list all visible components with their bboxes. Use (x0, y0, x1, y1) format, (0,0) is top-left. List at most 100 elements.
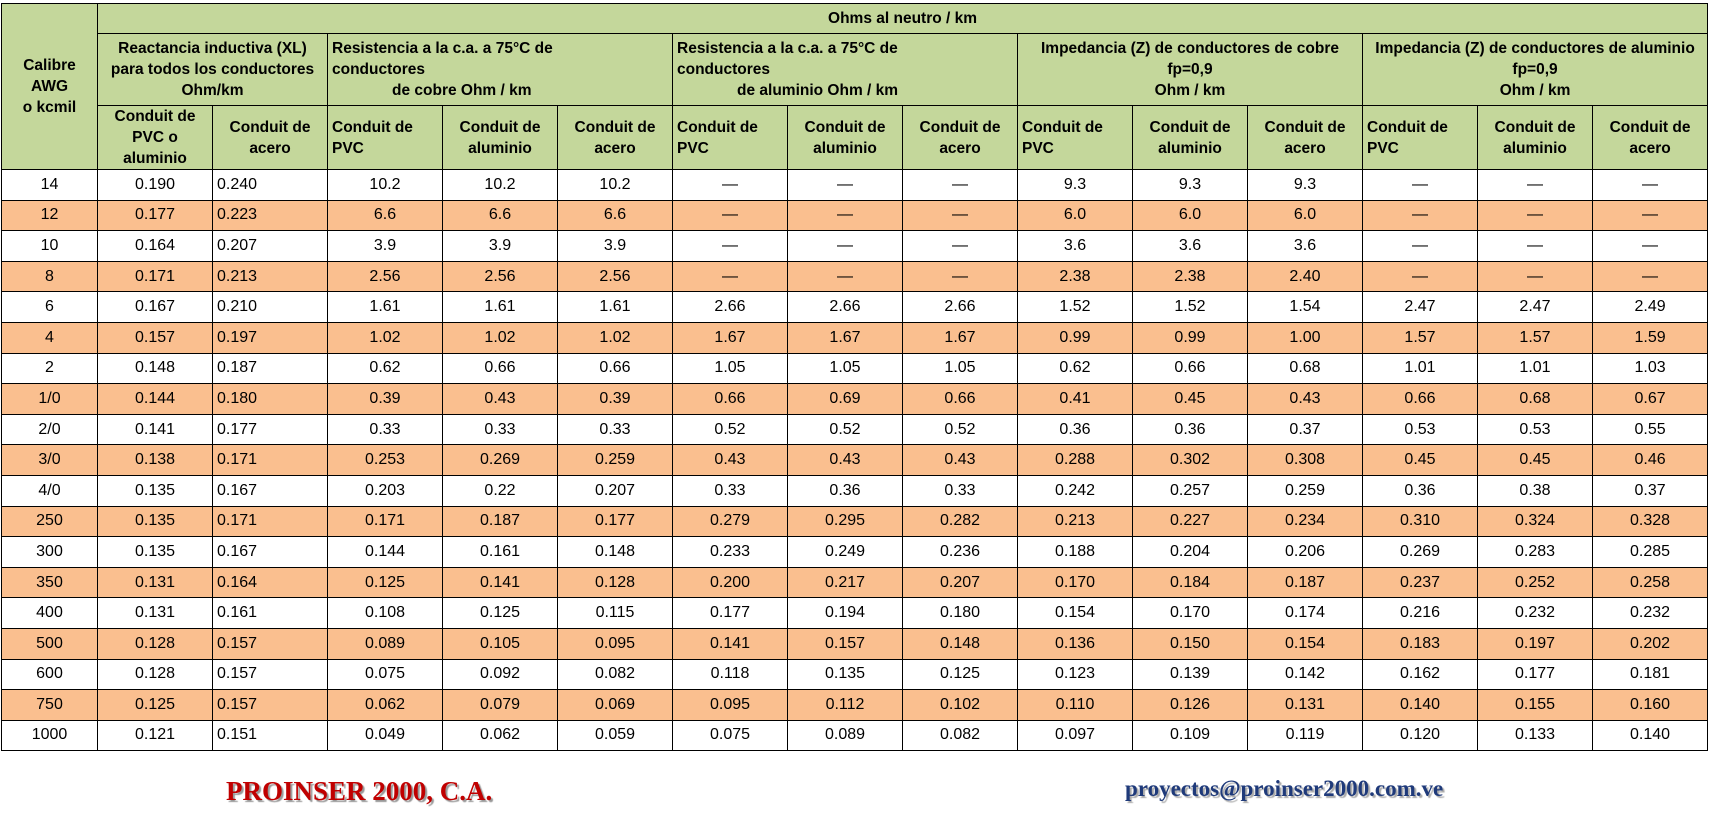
value-cell: 0.075 (327, 658, 443, 691)
value-cell: 0.302 (1132, 444, 1248, 476)
value-cell: 0.148 (902, 627, 1018, 660)
header-line: acero (939, 139, 981, 157)
value-cell: — (1362, 169, 1478, 201)
value-cell: 0.188 (1017, 536, 1133, 568)
table-row: 750 0.125 0.157 0.062 0.079 0.069 0.095 0.112 0.… (1, 689, 1709, 721)
value-cell: 0.33 (442, 413, 558, 446)
value-cell: 3.6 (1132, 230, 1248, 262)
value-cell: 0.095 (557, 627, 673, 660)
header-line: Impedancia (Z) de conductores de cobre (1040, 40, 1339, 57)
value-cell: 0.66 (672, 383, 788, 415)
value-cell: 1.61 (327, 291, 443, 323)
value-cell: 1.01 (1477, 352, 1593, 385)
value-cell: 0.233 (672, 536, 788, 568)
table-row: 1/0 0.144 0.180 0.39 0.43 0.39 0.66 0.69 0.66 0.4… (1, 383, 1709, 415)
table-row: 4 0.157 0.197 1.02 1.02 1.02 1.67 1.67 1.67 0.99 0… (1, 321, 1709, 354)
gauge-cell: 500 (1, 627, 98, 660)
value-cell: 0.68 (1477, 383, 1593, 415)
value-cell: 1.57 (1362, 321, 1478, 354)
value-cell: 0.310 (1362, 505, 1478, 538)
column-header: Conduit de aluminio (1132, 105, 1248, 170)
value-cell: 0.059 (557, 719, 673, 752)
value-cell: 3.9 (442, 230, 558, 262)
value-cell: 0.328 (1591, 505, 1709, 538)
column-header: Conduit de PVC (1362, 105, 1478, 170)
value-cell: 0.167 (212, 536, 328, 568)
value-cell: 0.210 (212, 291, 328, 323)
gauge-cell: 10 (1, 230, 98, 262)
value-cell: 0.154 (1017, 597, 1133, 629)
header-line: o kcmil (22, 99, 77, 116)
value-cell: 0.62 (327, 352, 443, 385)
value-cell: 0.38 (1477, 474, 1593, 507)
table-row: 250 0.135 0.171 0.171 0.187 0.177 0.279 0.295 0.… (1, 505, 1709, 538)
value-cell: 0.197 (212, 321, 328, 354)
value-cell: 0.216 (1362, 597, 1478, 629)
header-line: acero (249, 139, 291, 157)
table-row: Calibre AWG o kcmil Ohms al neutro / km (1, 3, 1709, 170)
header-line: AWG (30, 78, 69, 95)
value-cell: 6.6 (327, 199, 443, 232)
value-cell: 0.203 (327, 474, 443, 507)
value-cell: 9.3 (1247, 169, 1363, 201)
value-cell: 0.177 (212, 413, 328, 446)
value-cell: 0.282 (902, 505, 1018, 538)
value-cell: 0.171 (97, 260, 213, 293)
value-cell: 0.155 (1477, 689, 1593, 721)
value-cell: 0.139 (1132, 658, 1248, 691)
value-cell: — (1591, 169, 1709, 201)
column-header: Conduit de PVC (327, 105, 443, 170)
value-cell: 1.52 (1132, 291, 1248, 323)
value-cell: 0.170 (1132, 597, 1248, 629)
header-line: Resistencia a la c.a. a 75°C de (332, 40, 553, 57)
value-cell: 1.03 (1591, 352, 1709, 385)
value-cell: 0.150 (1132, 627, 1248, 660)
value-cell: 0.062 (442, 719, 558, 752)
gauge-cell: 8 (1, 260, 98, 293)
table-row: 3/0 0.138 0.171 0.253 0.269 0.259 0.43 0.43 0.43… (1, 444, 1709, 476)
column-header: Conduit de acero (902, 105, 1018, 170)
value-cell: — (672, 169, 788, 201)
table-row: 500 0.128 0.157 0.089 0.105 0.095 0.141 0.157 0.… (1, 627, 1709, 660)
header-line: acero (594, 139, 636, 157)
value-cell: 2.47 (1362, 291, 1478, 323)
value-cell: — (902, 199, 1018, 232)
value-cell: 1.02 (557, 321, 673, 354)
gauge-cell: 350 (1, 566, 98, 599)
header-line: Conduit de (114, 108, 196, 125)
value-cell: 0.232 (1591, 597, 1709, 629)
gauge-cell: 12 (1, 199, 98, 232)
value-cell: 0.285 (1591, 536, 1709, 568)
value-cell: 0.204 (1132, 536, 1248, 568)
value-cell: 1.67 (787, 321, 903, 354)
header-line: PVC (1022, 139, 1054, 157)
value-cell: 0.144 (97, 383, 213, 415)
value-cell: 0.99 (1132, 321, 1248, 354)
value-cell: 0.133 (1477, 719, 1593, 752)
value-cell: 0.41 (1017, 383, 1133, 415)
value-cell: 3.9 (327, 230, 443, 262)
value-cell: 6.6 (557, 199, 673, 232)
gauge-cell: 1000 (1, 719, 98, 752)
super-header: Ohms al neutro / km (96, 3, 1709, 34)
value-cell: 0.128 (557, 566, 673, 599)
value-cell: 0.170 (1017, 566, 1133, 599)
header-line: conductores (332, 61, 426, 78)
value-cell: 0.43 (442, 383, 558, 415)
value-cell: 0.177 (672, 597, 788, 629)
header-line: PVC o (132, 129, 178, 146)
table-row: 6 0.167 0.210 1.61 1.61 1.61 2.66 2.66 2.66 1.52 1… (1, 291, 1709, 323)
value-cell: 2.56 (442, 260, 558, 293)
value-cell: — (1591, 230, 1709, 262)
value-cell: 0.253 (327, 444, 443, 476)
value-cell: 9.3 (1132, 169, 1248, 201)
value-cell: 0.157 (212, 689, 328, 721)
value-cell: 0.177 (97, 199, 213, 232)
value-cell: 2.56 (557, 260, 673, 293)
header-line: Resistencia a la c.a. a 75°C de (677, 40, 898, 57)
gauge-cell: 6 (1, 291, 98, 323)
value-cell: 0.181 (1591, 658, 1709, 691)
header-line: de cobre Ohm / km (392, 82, 532, 99)
table-row: 2/0 0.141 0.177 0.33 0.33 0.33 0.52 0.52 0.52 0.3… (1, 413, 1709, 446)
header-line: aluminio (123, 150, 187, 167)
